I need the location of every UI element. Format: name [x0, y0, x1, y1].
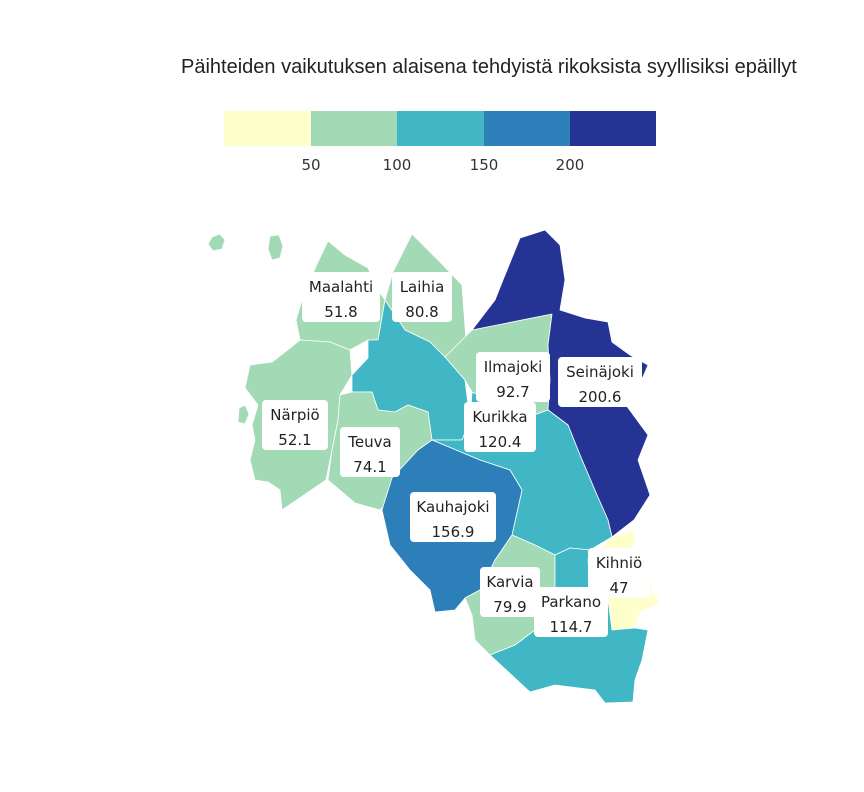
label-box	[464, 402, 536, 452]
label-parkano: Parkano 114.7	[534, 587, 608, 637]
label-value: 92.7	[496, 383, 529, 401]
legend-swatch-2	[311, 111, 397, 146]
label-box	[588, 548, 650, 598]
label-ilmajoki: Ilmajoki 92.7	[476, 352, 550, 402]
label-kihnio: Kihniö 47	[588, 548, 650, 598]
label-name: Kauhajoki	[416, 498, 489, 516]
label-name: Seinäjoki	[566, 363, 634, 381]
legend-swatch-1	[224, 111, 311, 146]
label-box	[262, 400, 328, 450]
label-teuva: Teuva 74.1	[340, 427, 400, 477]
label-value: 79.9	[493, 598, 526, 616]
label-box	[534, 587, 608, 637]
label-name: Kurikka	[472, 408, 527, 426]
region-labels: Maalahti 51.8 Laihia 80.8 Ilmajoki 92.7 …	[262, 272, 650, 637]
label-box	[476, 352, 550, 402]
label-value: 200.6	[579, 388, 622, 406]
label-box	[302, 272, 380, 322]
legend-swatch-3	[397, 111, 484, 146]
label-name: Maalahti	[309, 278, 373, 296]
label-value: 74.1	[353, 458, 386, 476]
label-box	[340, 427, 400, 477]
label-value: 120.4	[479, 433, 522, 451]
label-value: 47	[609, 579, 628, 597]
region-narpio-island	[237, 404, 250, 425]
label-laihia: Laihia 80.8	[392, 272, 452, 322]
label-name: Närpiö	[270, 406, 319, 424]
label-box	[558, 357, 642, 407]
legend-swatch-4	[484, 111, 570, 146]
label-name: Laihia	[400, 278, 445, 296]
label-name: Kihniö	[596, 554, 642, 572]
label-name: Ilmajoki	[484, 358, 543, 376]
legend-swatch-5	[570, 111, 656, 146]
legend-tick-200: 200	[556, 156, 585, 174]
label-value: 80.8	[405, 303, 438, 321]
label-kurikka: Kurikka 120.4	[464, 402, 536, 452]
label-box	[392, 272, 452, 322]
region-maalahti-island-2	[267, 234, 284, 261]
label-name: Karvia	[486, 573, 533, 591]
label-value: 52.1	[278, 431, 311, 449]
label-seinajoki: Seinäjoki 200.6	[558, 357, 642, 407]
label-narpio: Närpiö 52.1	[262, 400, 328, 450]
label-karvia: Karvia 79.9	[480, 567, 540, 617]
color-legend: 50 100 150 200	[224, 111, 656, 174]
label-kauhajoki: Kauhajoki 156.9	[410, 492, 496, 542]
region-maalahti-island-1	[207, 233, 226, 252]
label-value: 114.7	[550, 618, 593, 636]
label-name: Teuva	[347, 433, 391, 451]
legend-tick-100: 100	[383, 156, 412, 174]
legend-tick-150: 150	[470, 156, 499, 174]
label-name: Parkano	[541, 593, 601, 611]
label-maalahti: Maalahti 51.8	[302, 272, 380, 322]
label-box	[480, 567, 540, 617]
label-value: 51.8	[324, 303, 357, 321]
legend-tick-50: 50	[301, 156, 320, 174]
label-value: 156.9	[432, 523, 475, 541]
label-box	[410, 492, 496, 542]
map-title: Päihteiden vaikutuksen alaisena tehdyist…	[181, 56, 797, 78]
